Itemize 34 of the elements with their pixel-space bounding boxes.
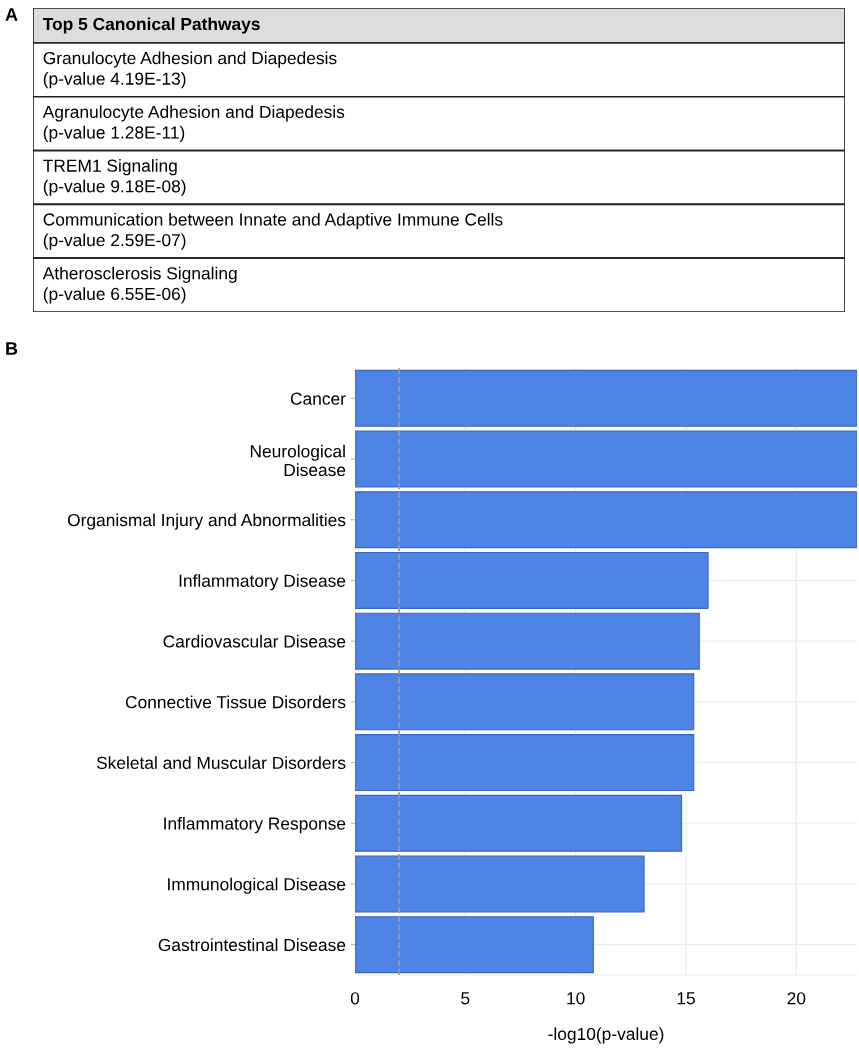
bar: [355, 855, 645, 913]
text: Agranulocyte Adhesion and Diapedesis (p-value 1.28E-11): [42, 105, 345, 143]
x-tick-label: 0: [350, 992, 360, 1005]
x-axis-title: -log10(p-value): [548, 1027, 664, 1044]
x-tick-label: 5: [461, 992, 470, 1005]
text: Granulocyte Adhesion and Diapedesis (p-value 4.19E-13): [43, 51, 337, 89]
x-tick-label: 10: [567, 992, 585, 1005]
text: A: [5, 8, 18, 21]
y-tick-label: Gastrointestinal Disease: [158, 938, 346, 952]
y-tick-label: Cardiovascular Disease: [163, 634, 346, 648]
text: Top 5 Canonical Pathways: [42, 17, 260, 34]
y-tick-label: Skeletal and Muscular Disorders: [96, 756, 346, 770]
y-tick-label: Inflammatory Disease: [179, 574, 346, 591]
y-tick-label: Organismal Injury and Abnormalities: [67, 513, 346, 530]
text: Atherosclerosis Signaling (p-value 6.55E-06): [42, 266, 237, 304]
bar: [355, 673, 695, 731]
bar: [355, 794, 683, 852]
bar: [355, 369, 857, 427]
y-tick-label: Inflammatory Response: [164, 816, 346, 834]
bar: [355, 734, 695, 792]
y-tick-label: Immunological Disease: [168, 877, 346, 894]
bar: [355, 612, 700, 670]
y-tick-label: Neurological Disease: [250, 444, 346, 477]
bar: [355, 916, 594, 974]
text: Communication between Innate and Adaptive Immune Cells (p-value 2.59E-07): [43, 212, 503, 250]
y-tick-label: Connective Tissue Disorders: [125, 695, 346, 709]
text: TREM1 Signaling (p-value 9.18E-08): [43, 159, 186, 196]
y-tick-label: Cancer: [290, 392, 346, 405]
x-tick-label: 20: [787, 992, 806, 1005]
bar: [355, 551, 709, 609]
bar: [355, 430, 857, 488]
text: B: [6, 342, 18, 355]
bar: [355, 491, 857, 549]
x-tick-label: 15: [677, 992, 695, 1005]
